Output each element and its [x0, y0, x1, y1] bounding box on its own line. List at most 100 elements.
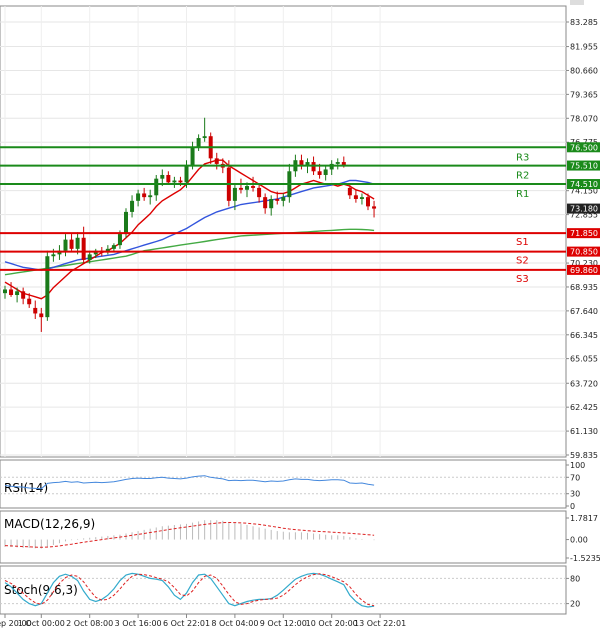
candle-body [51, 254, 56, 257]
candle-body [3, 289, 7, 294]
candle-body [142, 193, 147, 198]
candle-body [15, 291, 20, 296]
x-tick-label: 8 Oct 04:00 [211, 619, 258, 628]
macd-panel-frame [0, 510, 567, 564]
candle-body [69, 239, 74, 249]
ema-fast-line [4, 159, 375, 300]
level-price-box-s1 [567, 228, 600, 239]
candle-body [190, 147, 195, 166]
stoch-lines [4, 572, 375, 608]
candle-body [323, 169, 328, 175]
x-tick-label: 1 Oct 00:00 [18, 619, 65, 628]
level-name-s1: S1 [516, 237, 529, 248]
y-tick-label: 59.835 [570, 451, 598, 460]
level-price-box-r2 [567, 160, 600, 171]
y-tick-label: 62.425 [570, 403, 598, 412]
ema-mid-line [4, 179, 375, 271]
macd-ticks: 1.7817 0.00 -1.5235 [566, 514, 600, 563]
rsi-ticks: 100 70 30 0 [0, 461, 585, 511]
x-tick-label: 30 Sep 20:00 [0, 619, 32, 628]
current-price-box: 73.180 [567, 203, 600, 214]
candle-body [81, 237, 86, 260]
rsi-tick-label: 70 [570, 473, 580, 482]
macd-tick-label: 1.7817 [570, 514, 598, 523]
candle-body [111, 245, 116, 249]
candle-body [372, 206, 377, 209]
candle-body [166, 174, 171, 183]
top-right-corner-mark [570, 0, 584, 5]
y-tick-label: 80.660 [570, 66, 598, 75]
candle-body [317, 171, 322, 175]
macd-tick-label: 0.00 [570, 536, 588, 545]
level-price-label-r1: 74.510 [570, 180, 598, 189]
x-tick-label: 3 Oct 16:00 [115, 619, 162, 628]
y-tick-label: 72.855 [570, 211, 598, 220]
candle-body [341, 162, 346, 166]
candle-body [281, 197, 286, 201]
candle-body [305, 162, 310, 166]
x-tick-label: 2 Oct 08:00 [66, 619, 113, 628]
stoch-k-series [4, 572, 375, 608]
moving-averages [4, 159, 375, 300]
main-grid [0, 6, 566, 457]
macd-tick-label: -1.5235 [570, 554, 600, 563]
level-price-label-r2: 75.510 [570, 162, 598, 171]
stoch-tick-label: 20 [570, 600, 580, 609]
rsi-tick-label: 100 [570, 461, 585, 470]
candle-body [257, 187, 262, 198]
x-tick-label: 10 Oct 20:00 [306, 619, 358, 628]
candle-body [154, 178, 159, 196]
y-tick-label: 83.285 [570, 18, 598, 27]
stoch-label: Stoch(9,6,3) [4, 583, 78, 597]
current-price-box [567, 203, 600, 214]
level-name-r1: R1 [516, 189, 529, 200]
support-resistance-levels: 76.500 R3 75.510 R2 74.510 R1 71.850 S1 70.850 S2… [0, 142, 600, 285]
candle-body [63, 239, 68, 251]
candle-body [124, 211, 128, 235]
candle-body [87, 254, 92, 260]
x-tick-label: 13 Oct 22:01 [354, 619, 406, 628]
candle-body [202, 136, 207, 139]
level-price-box-r1 [567, 179, 600, 190]
candle-body [39, 313, 44, 318]
x-axis-ticks: 30 Sep 20:001 Oct 00:002 Oct 08:003 Oct … [0, 614, 406, 628]
candle-body [178, 180, 183, 183]
y-tick-label: 81.955 [570, 43, 598, 52]
candle-body [136, 193, 141, 201]
level-name-s2: S2 [516, 256, 529, 267]
main-price-panel: 83.28581.95580.66079.36578.07076.77574.1… [0, 0, 600, 460]
candle-body [21, 291, 26, 299]
level-price-box-s3 [567, 264, 600, 275]
level-name-s3: S3 [516, 274, 529, 285]
candle-body [232, 187, 237, 201]
macd-panel: MACD(12,26,9) 1.7817 0.00 -1.5235 [0, 510, 600, 564]
candle-body [184, 165, 189, 183]
candle-body [245, 186, 249, 190]
macd-signal-line [4, 521, 375, 548]
candle-body [214, 158, 219, 164]
level-name-r2: R2 [516, 171, 529, 182]
level-price-label-s1: 71.850 [570, 229, 598, 238]
candle-body [269, 198, 274, 209]
stoch-ticks: 80 20 [0, 574, 580, 609]
candle-body [33, 307, 38, 314]
candle-body [9, 289, 14, 296]
y-tick-label: 74.150 [570, 187, 598, 196]
candle-body [148, 195, 153, 198]
level-price-label-s2: 70.850 [570, 248, 598, 257]
candle-body [311, 162, 316, 172]
candle-body [353, 195, 358, 199]
level-name-r3: R3 [516, 152, 529, 163]
level-price-box-r3 [567, 142, 600, 153]
candle-body [196, 138, 201, 148]
y-tick-label: 78.070 [570, 114, 598, 123]
rsi-series [4, 475, 375, 490]
candle-body [45, 256, 50, 318]
level-price-label-s3: 69.860 [570, 266, 598, 275]
candle-body [275, 198, 280, 201]
ema-slow-line [4, 228, 375, 276]
candle-body [299, 160, 304, 166]
y-tick-label: 68.935 [570, 283, 598, 292]
